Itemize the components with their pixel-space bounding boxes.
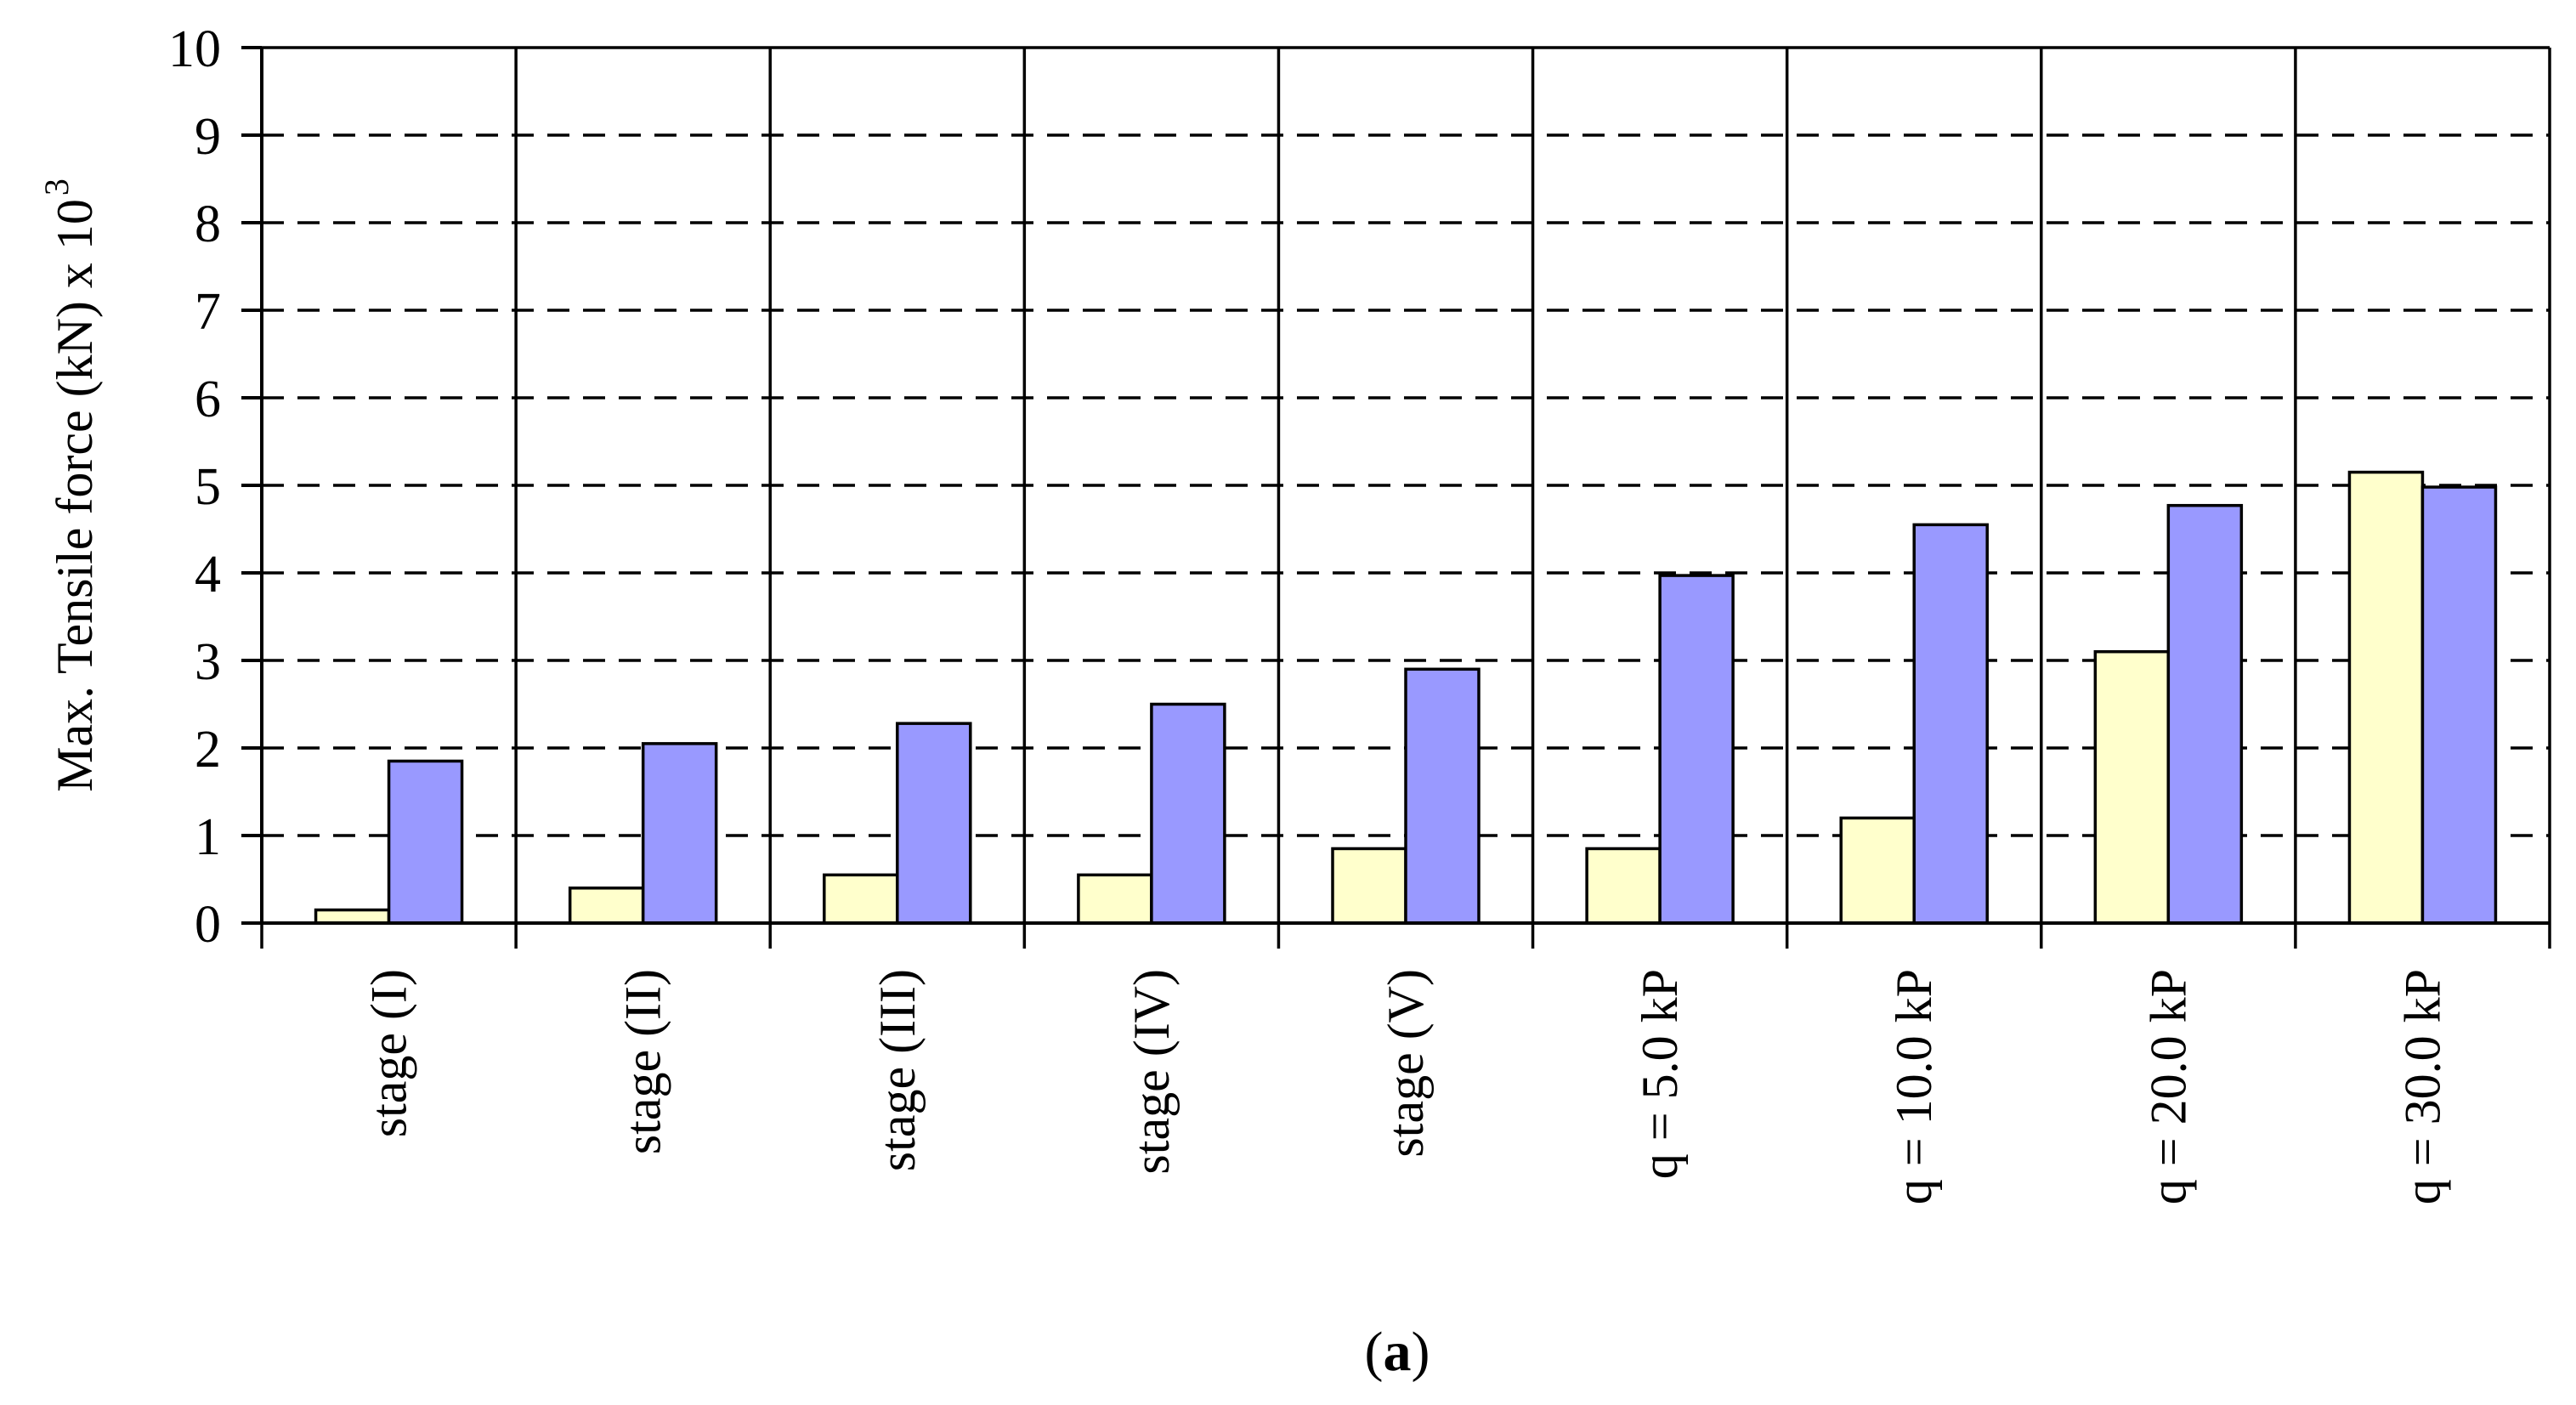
x-tick-label-8: q = 20.0 kP xyxy=(2140,969,2196,1204)
y-tick-label-9: 9 xyxy=(195,108,221,166)
bar-series1-6 xyxy=(1585,847,1662,925)
x-tick-label-7: q = 10.0 kP xyxy=(1886,969,1942,1204)
y-tick-label-10: 10 xyxy=(168,20,221,78)
bar-series2-3 xyxy=(896,722,972,925)
bar-series2-2 xyxy=(641,742,718,925)
y-tick-label-3: 3 xyxy=(195,633,221,691)
bar-series2-1 xyxy=(387,759,464,925)
bar-series1-8 xyxy=(2093,649,2171,925)
x-tick-label-5: stage (V) xyxy=(1378,969,1434,1158)
x-tick-label-1: stage (I) xyxy=(361,969,417,1137)
bar-series1-5 xyxy=(1331,847,1407,925)
bar-series1-3 xyxy=(823,873,899,925)
bar-series2-6 xyxy=(1658,574,1735,925)
panel-label-close: ) xyxy=(1412,1321,1430,1383)
y-tick-label-1: 1 xyxy=(195,808,221,866)
category-dividers xyxy=(514,48,2297,949)
x-tick-label-4: stage (IV) xyxy=(1124,969,1180,1175)
y-tick-label-0: 0 xyxy=(195,896,221,954)
y-tick-label-7: 7 xyxy=(195,283,221,341)
bar-series1-9 xyxy=(2347,470,2425,925)
axes xyxy=(241,46,2551,949)
bar-series2-8 xyxy=(2166,503,2244,925)
y-tick-label-8: 8 xyxy=(195,195,221,253)
x-tick-label-2: stage (II) xyxy=(615,969,671,1154)
panel-label-open: ( xyxy=(1365,1321,1384,1383)
y-tick-label-6: 6 xyxy=(195,371,221,428)
y-tick-label-5: 5 xyxy=(195,458,221,516)
panel-label: (a) xyxy=(1365,1321,1430,1383)
y-tick-label-2: 2 xyxy=(195,721,221,779)
bars xyxy=(314,470,2498,925)
bar-series2-9 xyxy=(2420,485,2498,925)
panel-label-letter: a xyxy=(1384,1321,1412,1383)
y-tick-labels: 0 1 2 3 4 5 6 7 8 9 10 xyxy=(168,20,221,954)
y-tick-label-4: 4 xyxy=(195,546,221,603)
y-axis-title: Max. Tensile force (kN) x 10 3 xyxy=(37,178,103,792)
x-tick-label-9: q = 30.0 kP xyxy=(2394,969,2450,1204)
bar-series1-2 xyxy=(568,887,645,925)
bar-series1-4 xyxy=(1077,873,1153,925)
x-tick-labels: stage (I) stage (II) stage (III) stage (IV)… xyxy=(361,969,2451,1204)
bar-series2-5 xyxy=(1404,667,1480,925)
y-axis-title-exponent: 3 xyxy=(37,178,76,195)
bar-series1-7 xyxy=(1839,816,1916,925)
bar-series2-4 xyxy=(1150,702,1226,925)
x-tick-label-6: q = 5.0 kP xyxy=(1632,969,1688,1179)
x-tick-label-3: stage (III) xyxy=(869,969,926,1171)
y-axis-title-text: Max. Tensile force (kN) x 10 xyxy=(47,199,103,792)
bar-series1-1 xyxy=(314,908,391,925)
bar-series2-7 xyxy=(1912,523,1989,925)
